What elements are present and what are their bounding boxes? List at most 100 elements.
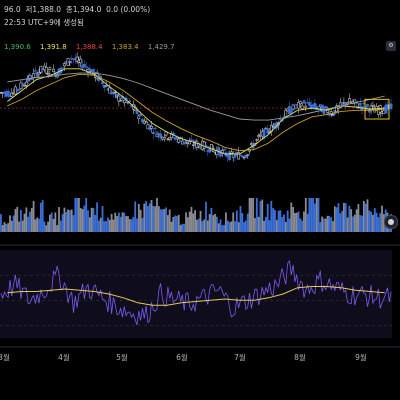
volume-bar (226, 220, 229, 232)
candle-body (103, 85, 106, 89)
volume-bar (185, 212, 187, 232)
volume-bar (235, 210, 238, 232)
volume-bar (136, 218, 138, 232)
volume-bar (79, 208, 82, 232)
volume-bar (252, 198, 255, 232)
candle-body (291, 104, 295, 110)
candle-body (159, 133, 162, 138)
volume-bar (297, 211, 300, 232)
volume-bar (355, 209, 358, 232)
volume-bar (34, 219, 37, 232)
volume-bar (117, 212, 120, 232)
volume-bar (194, 210, 196, 232)
candle-body (150, 126, 153, 129)
volume-bar (192, 213, 195, 232)
volume-bar (348, 205, 351, 232)
ma-line-2 (7, 72, 385, 121)
volume-bar (90, 207, 93, 232)
volume-bar (243, 222, 245, 232)
volume-bar (246, 213, 249, 232)
candle-body (37, 72, 41, 75)
volume-bar (25, 207, 28, 232)
x-tick-label-2: 5월 (116, 352, 128, 362)
volume-bar (370, 211, 373, 232)
candle-body (202, 141, 206, 149)
volume-bar (10, 220, 13, 232)
volume-bar (157, 206, 160, 232)
volume-bar (277, 210, 280, 232)
oscillator-line (0, 259, 392, 326)
volume-bar (147, 206, 149, 232)
volume-bar (172, 216, 175, 232)
volume-bar (221, 225, 224, 232)
volume-bar (127, 216, 129, 232)
volume-bar (335, 207, 338, 232)
settings-icon[interactable]: ⚙ (386, 41, 396, 51)
candle-body (257, 135, 260, 138)
volume-bar (353, 214, 356, 232)
volume-bar (12, 215, 15, 232)
volume-bar (165, 207, 167, 232)
ma-line-1 (7, 73, 385, 152)
volume-bar (72, 215, 75, 232)
volume-bar (330, 217, 333, 232)
candle-body (122, 99, 126, 104)
candle-body (21, 83, 25, 86)
volume-bar (112, 219, 115, 232)
volume-bar (359, 215, 362, 232)
volume-bar (230, 221, 233, 232)
volume-bar (210, 207, 213, 232)
volume-bar (132, 216, 135, 232)
candle-body (175, 136, 179, 139)
volume-bar (36, 217, 39, 232)
volume-bar (203, 219, 206, 232)
volume-bar (83, 205, 86, 232)
candle-body (302, 100, 306, 104)
candle-body (44, 67, 48, 74)
volume-bar (68, 210, 71, 232)
candle-body (244, 155, 248, 158)
candle-body (128, 100, 132, 102)
volume-bar (9, 215, 11, 232)
volume-bar (58, 207, 60, 232)
volume-bar (275, 219, 278, 232)
volume-bar (54, 212, 57, 232)
candle-body (170, 133, 173, 139)
volume-bar (303, 211, 305, 232)
candle-body (6, 91, 10, 97)
volume-bar (361, 215, 363, 232)
chart-legend: 96.0 저1,388.0 종1,394.0 0.0 (0.00%) 22:53… (0, 0, 400, 51)
volume-bar (234, 221, 236, 232)
volume-bar (5, 223, 8, 232)
volume-bar (382, 214, 385, 232)
ohlc-label-1: 저 (25, 5, 33, 14)
volume-bar (259, 201, 262, 232)
volume-bar (219, 219, 222, 232)
volume-bar (163, 209, 166, 232)
highlight-box (364, 98, 390, 120)
volume-bar (30, 208, 33, 232)
candle-body (92, 68, 95, 74)
volume-bar (177, 214, 180, 232)
volume-bar (212, 215, 215, 232)
volume-bar (27, 216, 30, 232)
volume-bar (264, 216, 267, 232)
volume-bar (290, 202, 293, 232)
volume-bar (170, 221, 173, 232)
volume-bar (105, 221, 108, 232)
volume-bar (168, 209, 171, 232)
volume-bar (49, 214, 51, 232)
volume-bar (121, 212, 124, 232)
volume-bar (166, 215, 169, 232)
ma-value-4: 1,429.7 (147, 43, 175, 51)
candle-body (17, 88, 21, 91)
volume-toggle-icon[interactable] (384, 215, 398, 229)
volume-bar (50, 212, 53, 232)
candle-body (141, 119, 144, 123)
volume-bar (364, 203, 367, 232)
candle-body (104, 85, 108, 87)
candle-body (300, 105, 304, 109)
volume-bar (134, 201, 137, 232)
candle-body (24, 81, 28, 86)
candle-body (389, 103, 393, 109)
